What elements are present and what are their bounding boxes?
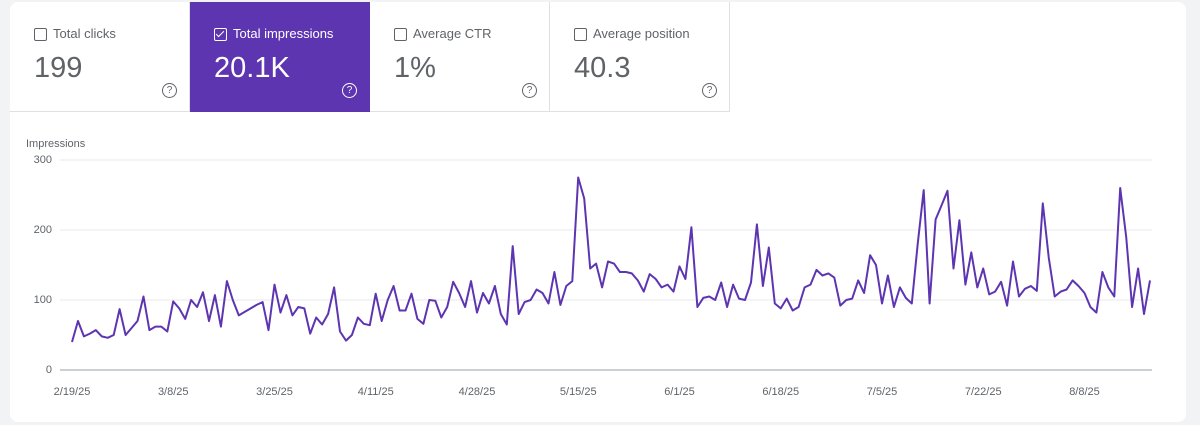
metric-card[interactable]: Average CTR 1%?	[370, 2, 550, 112]
impressions-line	[71, 176, 1151, 343]
metric-card[interactable]: Total clicks 199?	[10, 2, 190, 112]
checkbox[interactable]	[34, 28, 47, 41]
x-tick-label: 8/8/25	[1069, 386, 1100, 398]
x-tick-label: 2/19/25	[54, 386, 91, 398]
metric-card[interactable]: Average position 40.3?	[550, 2, 730, 112]
help-icon[interactable]: ?	[342, 83, 357, 98]
y-tick-label: 100	[34, 294, 52, 306]
metric-value: 1%	[394, 52, 436, 84]
x-tick-label: 6/18/25	[762, 386, 799, 398]
x-tick-label: 4/28/25	[459, 386, 496, 398]
x-tick-label: 5/15/25	[560, 386, 597, 398]
chart: Impressions 0 100 200 300 2/19/25 3/8/25 3/25/…	[26, 138, 1152, 398]
help-icon[interactable]: ?	[522, 83, 537, 98]
y-tick-label: 200	[34, 224, 52, 236]
checkbox-checked[interactable]	[214, 28, 227, 41]
x-tick-label: 7/22/25	[965, 386, 1002, 398]
y-tick-label: 300	[34, 154, 52, 166]
help-icon[interactable]: ?	[162, 83, 177, 98]
metric-label: Average position	[593, 26, 690, 41]
metric-value: 40.3	[574, 52, 631, 84]
x-tick-label: 6/1/25	[664, 386, 695, 398]
x-tick-label: 3/25/25	[256, 386, 293, 398]
metric-value: 199	[34, 52, 83, 84]
metric-cards: Total clicks 199? Total impressions 20.1K? A…	[10, 2, 730, 112]
help-icon[interactable]: ?	[702, 83, 717, 98]
x-tick-label: 3/8/25	[158, 386, 189, 398]
metric-label: Average CTR	[413, 26, 492, 41]
metric-label: Total impressions	[233, 26, 334, 41]
checkbox[interactable]	[394, 28, 407, 41]
metric-card[interactable]: Total impressions 20.1K?	[190, 2, 370, 112]
performance-panel: Total clicks 199? Total impressions 20.1K? A…	[10, 2, 1186, 422]
x-tick-label: 4/11/25	[358, 386, 394, 398]
y-tick-label: 0	[46, 364, 52, 376]
checkbox[interactable]	[574, 28, 587, 41]
x-tick-label: 7/5/25	[867, 386, 898, 398]
metric-value: 20.1K	[214, 52, 290, 84]
metric-label: Total clicks	[53, 26, 116, 41]
y-axis-label: Impressions	[26, 138, 86, 150]
